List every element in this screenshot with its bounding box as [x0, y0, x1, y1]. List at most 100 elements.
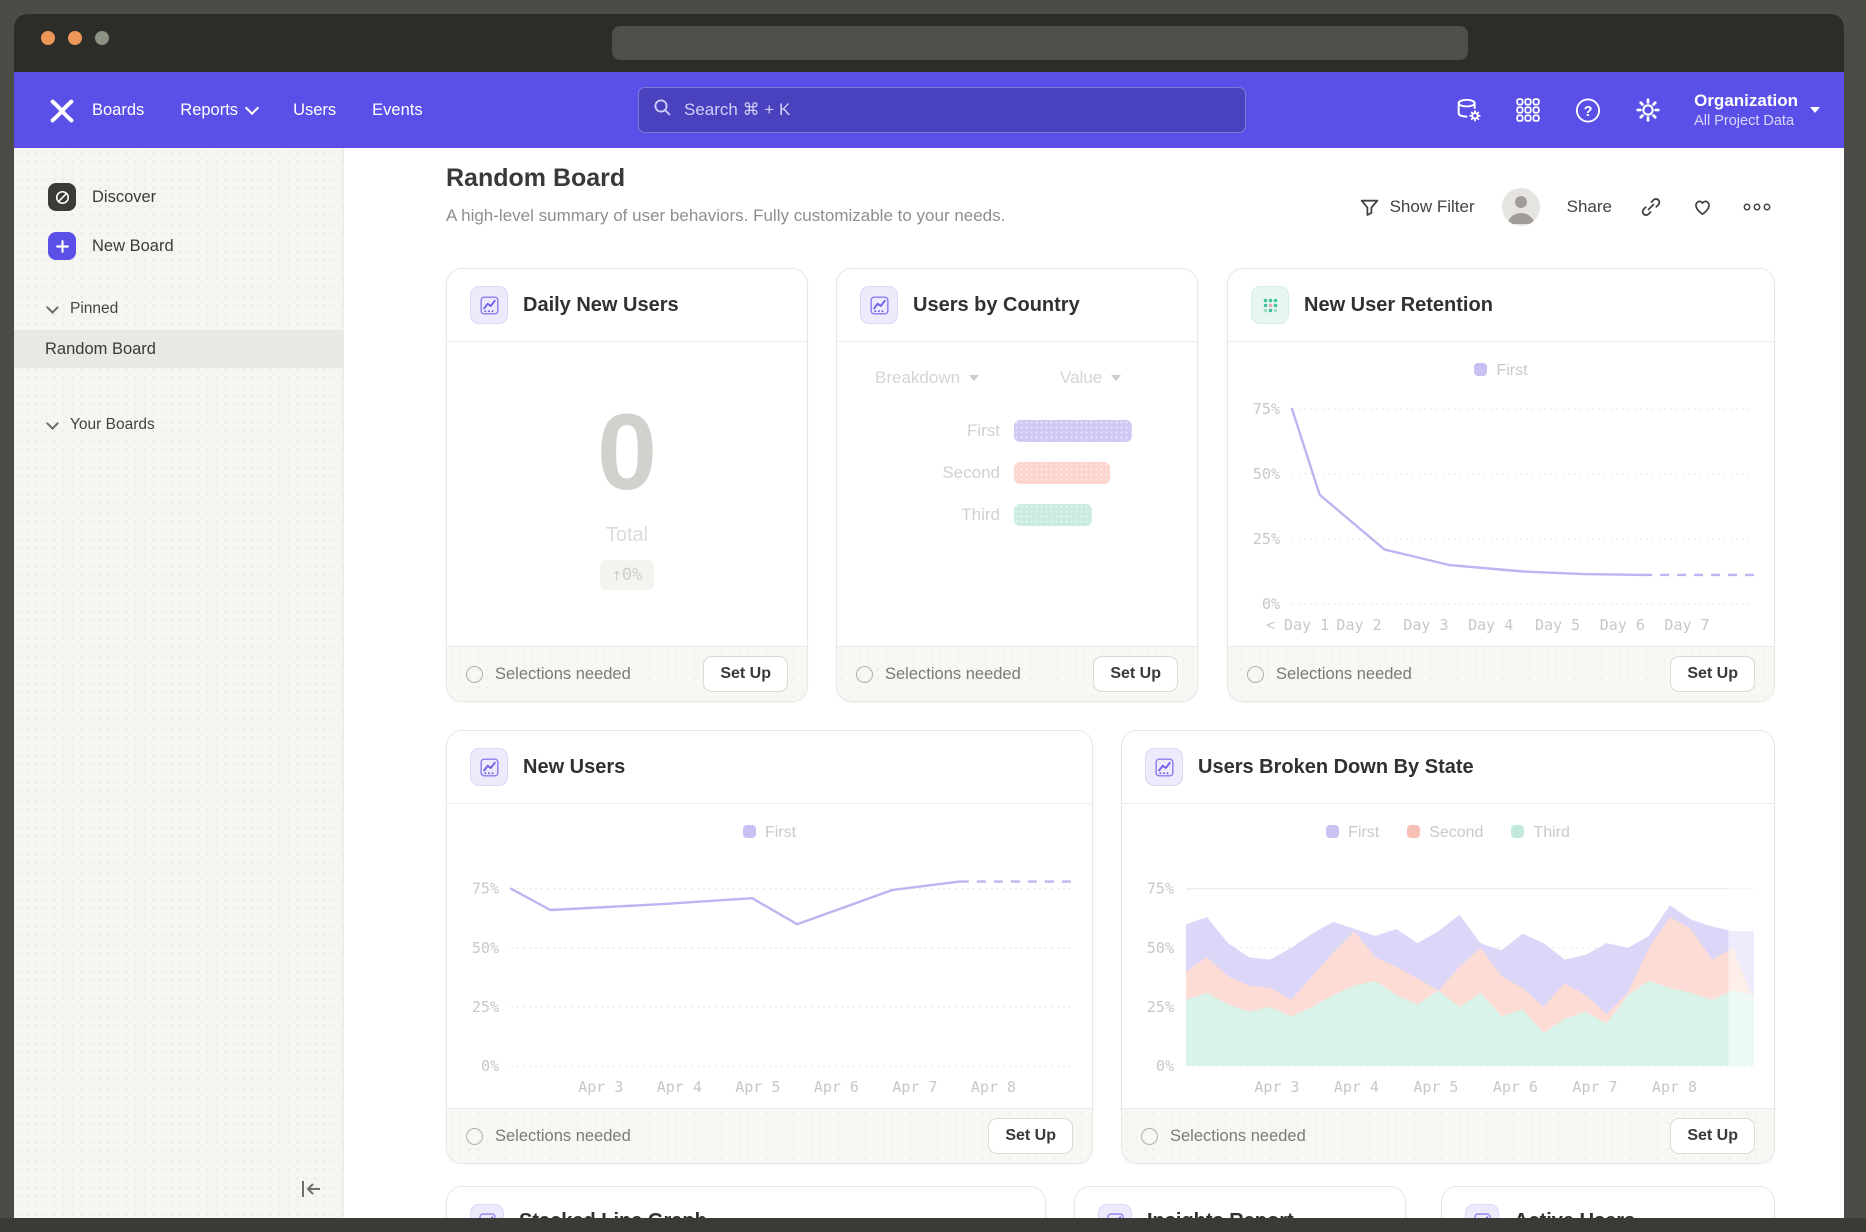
- chart-legend: First: [1228, 342, 1774, 382]
- svg-text:Day 7: Day 7: [1664, 616, 1709, 634]
- sidebar-item-random-board[interactable]: Random Board: [14, 330, 343, 368]
- svg-text:Apr 4: Apr 4: [657, 1078, 702, 1096]
- address-bar[interactable]: [612, 26, 1468, 60]
- legend-swatch: [743, 825, 756, 838]
- svg-text:25%: 25%: [1253, 530, 1280, 548]
- sidebar-collapse-button[interactable]: [298, 1178, 326, 1202]
- window-minimize-button[interactable]: [68, 31, 82, 45]
- card-active-users: Active Users: [1441, 1186, 1775, 1218]
- chevron-down-icon: [245, 100, 259, 114]
- card-daily-new-users: Daily New Users 0 Total ↑0% Selections n…: [446, 268, 808, 702]
- svg-text:Apr 6: Apr 6: [1493, 1078, 1538, 1096]
- card-title: Insights Report: [1147, 1210, 1294, 1219]
- sidebar-item-discover[interactable]: Discover: [48, 183, 156, 211]
- selection-status-icon: [466, 1128, 483, 1145]
- by-state-chart: 75%50%25%0%Apr 3Apr 4Apr 5Apr 6Apr 7Apr …: [1122, 844, 1772, 1102]
- line-chart-icon: [1098, 1204, 1132, 1218]
- more-options-icon[interactable]: [1742, 201, 1772, 213]
- top-nav: Boards Reports Users Events: [14, 72, 1844, 148]
- org-project-selector[interactable]: Organization All Project Data: [1694, 90, 1820, 129]
- compass-icon: [48, 183, 76, 211]
- metric-label: Total: [606, 524, 648, 547]
- apps-grid-icon[interactable]: [1514, 96, 1542, 124]
- svg-text:Day 5: Day 5: [1535, 616, 1580, 634]
- set-up-button[interactable]: Set Up: [1670, 656, 1755, 692]
- svg-text:75%: 75%: [1253, 400, 1280, 418]
- bar-third: [1014, 504, 1092, 526]
- line-chart-icon: [1465, 1204, 1499, 1218]
- svg-text:25%: 25%: [472, 998, 499, 1016]
- svg-text:50%: 50%: [1147, 939, 1174, 957]
- nav-item-events[interactable]: Events: [372, 101, 422, 120]
- page-subtitle: A high-level summary of user behaviors. …: [446, 206, 1005, 226]
- legend-swatch: [1511, 825, 1524, 838]
- line-chart-icon: [470, 286, 508, 324]
- sidebar-section-your-boards[interactable]: Your Boards: [48, 416, 155, 434]
- svg-text:< Day 1: < Day 1: [1266, 616, 1329, 634]
- selection-status-icon: [856, 666, 873, 683]
- svg-text:Apr 8: Apr 8: [1652, 1078, 1697, 1096]
- selection-status-text: Selections needed: [1276, 665, 1412, 684]
- copy-link-icon[interactable]: [1639, 195, 1663, 219]
- chevron-down-icon: [1810, 107, 1820, 113]
- line-chart-icon: [470, 748, 508, 786]
- card-title: Stacked Line Graph: [519, 1210, 707, 1219]
- nav-item-boards[interactable]: Boards: [92, 101, 144, 120]
- favorite-heart-icon[interactable]: [1690, 195, 1715, 219]
- breakdown-dropdown[interactable]: Breakdown: [875, 368, 979, 388]
- sidebar-item-new-board[interactable]: New Board: [48, 232, 174, 260]
- svg-text:Day 2: Day 2: [1336, 616, 1381, 634]
- sidebar-section-pinned[interactable]: Pinned: [48, 300, 118, 318]
- svg-text:0%: 0%: [1156, 1057, 1174, 1075]
- retention-grid-icon: [1251, 286, 1289, 324]
- country-row: First: [875, 420, 1132, 442]
- card-title: New User Retention: [1304, 294, 1493, 317]
- window-frame-bottom: [0, 1218, 1866, 1232]
- nav-item-reports[interactable]: Reports: [180, 101, 257, 120]
- legend-swatch: [1407, 825, 1420, 838]
- set-up-button[interactable]: Set Up: [1670, 1118, 1755, 1154]
- sidebar: Discover New Board Pinned Random Board Y…: [14, 148, 344, 1218]
- selection-status-text: Selections needed: [1170, 1127, 1306, 1146]
- nav-item-users[interactable]: Users: [293, 101, 336, 120]
- svg-text:Apr 8: Apr 8: [971, 1078, 1016, 1096]
- nav-links: Boards Reports Users Events: [92, 72, 423, 148]
- value-dropdown[interactable]: Value: [1060, 368, 1121, 388]
- window-close-button[interactable]: [41, 31, 55, 45]
- bar-first: [1014, 420, 1132, 442]
- legend-swatch: [1326, 825, 1339, 838]
- board-content: Random Board A high-level summary of use…: [344, 148, 1844, 1218]
- set-up-button[interactable]: Set Up: [988, 1118, 1073, 1154]
- legend-swatch: [1474, 363, 1487, 376]
- svg-text:Apr 3: Apr 3: [1254, 1078, 1299, 1096]
- data-settings-icon[interactable]: [1454, 96, 1482, 124]
- card-title: Daily New Users: [523, 294, 679, 317]
- card-stacked-line-graph: Stacked Line Graph: [446, 1186, 1046, 1218]
- set-up-button[interactable]: Set Up: [703, 656, 788, 692]
- country-row: Second: [875, 462, 1110, 484]
- set-up-button[interactable]: Set Up: [1093, 656, 1178, 692]
- help-icon[interactable]: ?: [1574, 96, 1602, 124]
- line-chart-icon: [860, 286, 898, 324]
- global-search[interactable]: [638, 87, 1246, 133]
- search-input[interactable]: [682, 99, 1231, 121]
- share-button[interactable]: Share: [1567, 197, 1612, 217]
- retention-chart: 75%50%25%0%< Day 1Day 2Day 3Day 4Day 5Da…: [1228, 382, 1772, 640]
- line-chart-icon: [470, 1204, 504, 1218]
- card-users-by-country: Users by Country Breakdown Value First S…: [836, 268, 1198, 702]
- window-zoom-button[interactable]: [95, 31, 109, 45]
- card-title: New Users: [523, 756, 625, 779]
- metric-value: 0: [597, 398, 657, 506]
- metric-delta-badge: ↑0%: [600, 560, 655, 590]
- svg-text:?: ?: [1584, 103, 1593, 119]
- avatar[interactable]: [1502, 188, 1540, 226]
- chevron-down-icon: [46, 301, 59, 314]
- browser-window: Boards Reports Users Events: [14, 14, 1844, 1218]
- show-filter-button[interactable]: Show Filter: [1359, 197, 1475, 218]
- selection-status-text: Selections needed: [495, 1127, 631, 1146]
- svg-text:0%: 0%: [1262, 595, 1280, 613]
- new-users-chart: 75%50%25%0%Apr 3Apr 4Apr 5Apr 6Apr 7Apr …: [447, 844, 1090, 1102]
- settings-gear-icon[interactable]: [1634, 96, 1662, 124]
- svg-text:50%: 50%: [1253, 465, 1280, 483]
- app-logo-icon[interactable]: [47, 96, 77, 131]
